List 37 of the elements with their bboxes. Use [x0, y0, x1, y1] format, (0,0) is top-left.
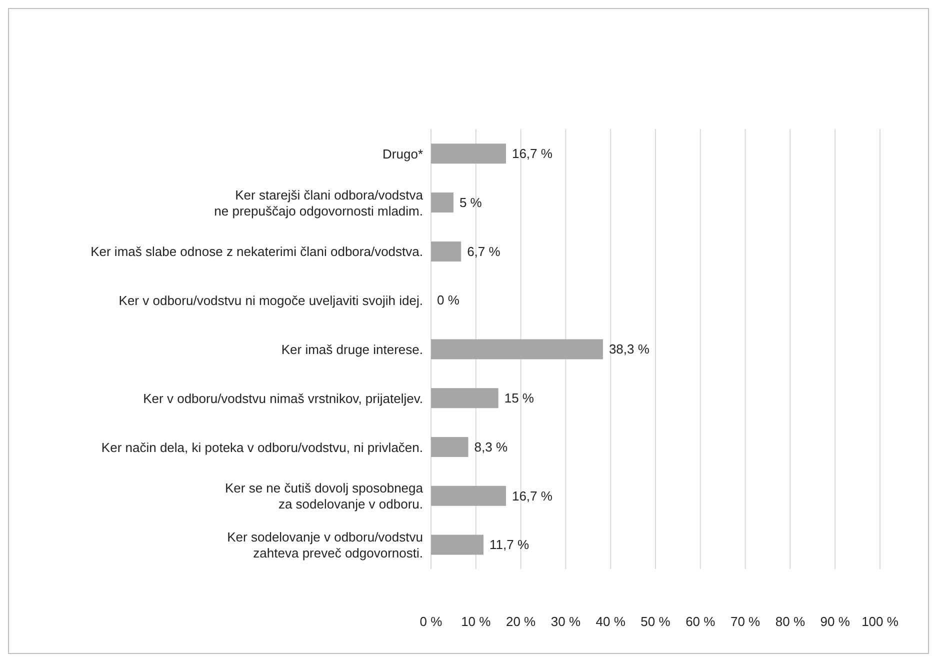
data-label: 16,7 % — [512, 488, 553, 504]
data-label: 11,7 % — [490, 537, 530, 552]
x-tick-label: 40 % — [596, 614, 626, 630]
bar — [431, 534, 484, 555]
bar — [431, 144, 506, 164]
x-tick-label: 60 % — [686, 614, 716, 630]
y-tick-label: Ker način dela, ki poteka v odboru/vodstvu, ni privlačen. — [101, 439, 423, 454]
x-tick-label: 30 % — [550, 614, 581, 630]
bar — [431, 437, 468, 457]
y-tick-label: Ker se ne čutiš dovolj sposobnega za sodelovanje v odboru. — [224, 480, 424, 512]
y-tick-label: Ker starejši člani odbora/vodstva ne prepuščajo odgovornosti mladim. — [214, 186, 424, 218]
data-label: 0 % — [437, 292, 460, 308]
data-label: 16,7 % — [512, 146, 553, 162]
x-tick-label: 90 % — [820, 614, 850, 630]
y-tick-label: Ker v odboru/vodstvu nimaš vrstnikov, prijateljev. — [143, 390, 423, 406]
y-tick-label: Ker imaš slabe odnose z nekaterimi člani odbora/vodstva. — [90, 244, 423, 259]
x-tick-label: 20 % — [506, 614, 536, 630]
x-tick-label: 50 % — [640, 614, 671, 630]
y-tick-label: Ker sodelovanje v odboru/vodstvu zahteva preveč odgovornosti. — [227, 529, 423, 560]
data-label: 8,3 % — [474, 439, 508, 454]
bar — [431, 192, 454, 213]
x-tick-label: 100 % — [862, 614, 899, 630]
data-label: 6,7 % — [467, 244, 501, 259]
x-tick-label: 80 % — [775, 614, 806, 630]
data-label: 15 % — [504, 390, 534, 406]
bar — [431, 486, 506, 506]
x-tick-label: 10 % — [461, 614, 492, 630]
x-tick-label: 70 % — [730, 614, 761, 630]
x-tick-label: 0 % — [420, 614, 443, 630]
bar — [431, 388, 498, 408]
data-label: 38,3 % — [608, 342, 650, 357]
y-tick-label: Drugo* — [382, 146, 423, 161]
bar — [431, 339, 603, 360]
bar — [431, 241, 462, 262]
y-tick-label: Ker imaš druge interese. — [281, 342, 423, 356]
data-label: 5 % — [459, 194, 482, 210]
y-tick-label: Ker v odboru/vodstvu ni mogoče uveljaviti svojih idej. — [118, 292, 423, 308]
